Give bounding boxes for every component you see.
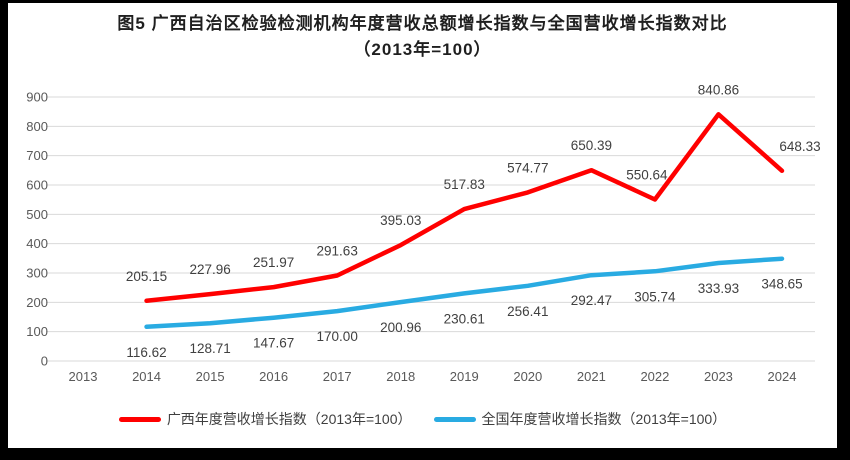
chart-area: 图5 广西自治区检验检测机构年度营收总额增长指数与全国营收增长指数对比（2013…	[8, 3, 837, 448]
svg-text:170.00: 170.00	[317, 329, 358, 344]
svg-text:550.64: 550.64	[626, 167, 668, 182]
svg-text:348.65: 348.65	[761, 277, 802, 292]
svg-text:333.93: 333.93	[698, 281, 739, 296]
svg-text:0: 0	[41, 354, 48, 369]
svg-text:574.77: 574.77	[507, 160, 548, 175]
svg-text:840.86: 840.86	[698, 82, 739, 97]
svg-text:2020: 2020	[513, 369, 542, 384]
svg-text:2019: 2019	[450, 369, 479, 384]
svg-text:2023: 2023	[704, 369, 733, 384]
svg-text:517.83: 517.83	[444, 177, 485, 192]
svg-text:2018: 2018	[386, 369, 415, 384]
svg-text:300: 300	[26, 266, 48, 281]
svg-text:100: 100	[26, 324, 48, 339]
svg-text:2013: 2013	[69, 369, 98, 384]
svg-text:2024: 2024	[768, 369, 797, 384]
svg-text:200.96: 200.96	[380, 320, 421, 335]
legend-item-national: 全国年度营收增长指数（2013年=100）	[433, 409, 727, 429]
svg-text:600: 600	[26, 178, 48, 193]
svg-text:2014: 2014	[132, 369, 161, 384]
svg-text:128.71: 128.71	[189, 341, 230, 356]
svg-text:395.03: 395.03	[380, 213, 421, 228]
legend-item-guangxi: 广西年度营收增长指数（2013年=100）	[118, 409, 412, 429]
svg-text:2021: 2021	[577, 369, 606, 384]
svg-text:800: 800	[26, 119, 48, 134]
svg-text:292.47: 292.47	[571, 293, 612, 308]
svg-text:291.63: 291.63	[317, 243, 358, 258]
svg-text:251.97: 251.97	[253, 255, 294, 270]
svg-text:200: 200	[26, 295, 48, 310]
svg-text:256.41: 256.41	[507, 304, 548, 319]
legend-swatch-red-line	[118, 416, 161, 422]
svg-text:227.96: 227.96	[189, 262, 230, 277]
svg-text:700: 700	[26, 148, 48, 163]
svg-text:305.74: 305.74	[634, 289, 676, 304]
svg-text:650.39: 650.39	[571, 138, 612, 153]
chart-title: 图5 广西自治区检验检测机构年度营收总额增长指数与全国营收增长指数对比（2013…	[117, 14, 728, 59]
svg-text:2017: 2017	[323, 369, 352, 384]
svg-text:147.67: 147.67	[253, 336, 294, 351]
svg-text:2022: 2022	[640, 369, 669, 384]
svg-text:116.62: 116.62	[126, 345, 166, 360]
svg-text:2015: 2015	[196, 369, 225, 384]
svg-text:230.61: 230.61	[444, 311, 485, 326]
svg-text:500: 500	[26, 207, 48, 222]
svg-text:400: 400	[26, 236, 48, 251]
svg-text:648.33: 648.33	[779, 139, 820, 154]
chart-legend: 广西年度营收增长指数（2013年=100） 全国年度营收增长指数（2013年=1…	[8, 409, 837, 429]
line-chart-plot: 0 100 200 300 400 500 600 700 800 900 2013 2014 2015…	[26, 82, 820, 384]
svg-text:2016: 2016	[259, 369, 288, 384]
svg-text:900: 900	[26, 90, 48, 105]
legend-label-national: 全国年度营收增长指数（2013年=100）	[481, 411, 727, 427]
legend-swatch-blue-line	[433, 416, 476, 422]
legend-label-guangxi: 广西年度营收增长指数（2013年=100）	[166, 411, 412, 427]
svg-text:205.15: 205.15	[126, 269, 167, 284]
